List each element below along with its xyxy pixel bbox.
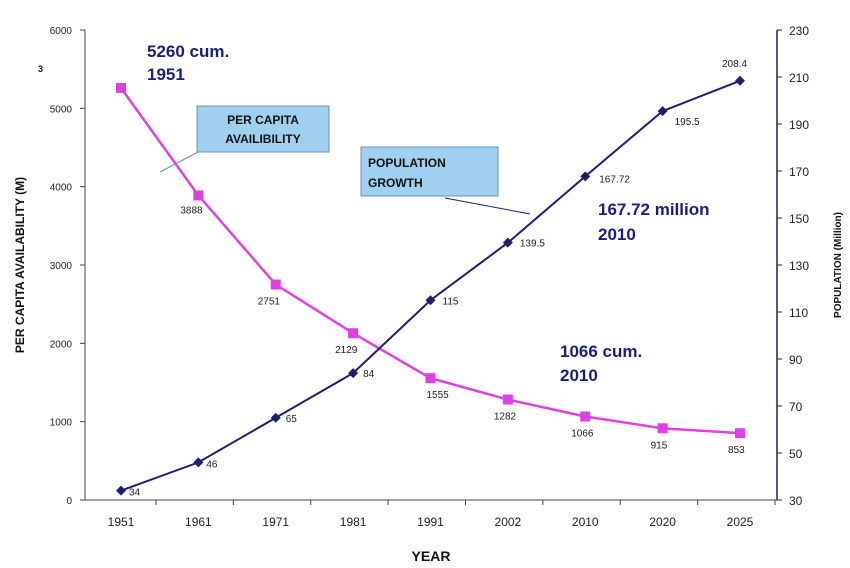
- left-tick-label: 2000: [50, 339, 73, 350]
- population-data-label: 167.72: [599, 174, 630, 185]
- per-capita-data-label: 853: [728, 445, 745, 456]
- per-capita-data-label: 3888: [180, 205, 203, 216]
- right-axis-title: POPULATION (Million): [833, 212, 844, 318]
- per-capita-point: [735, 428, 745, 439]
- left-axis-title-group: PER CAPITA AVAILABILITY (M): [13, 177, 27, 353]
- per-capita-callout-box: [196, 105, 330, 153]
- annotation-availability-2010: 1066 cum. 2010: [560, 342, 642, 385]
- per-capita-point: [502, 394, 513, 405]
- population-point: [348, 368, 359, 379]
- per-capita-point: [270, 279, 281, 290]
- right-tick-label: 50: [789, 447, 803, 461]
- right-tick-label: 170: [789, 165, 809, 179]
- per-capita-data-label: 1282: [494, 412, 517, 423]
- population-data-label: 65: [286, 414, 298, 425]
- annotation-1951: 5260 cum. 1951: [147, 42, 229, 84]
- right-axis-title-group: POPULATION (Million): [833, 212, 844, 318]
- population-point: [580, 171, 591, 182]
- population-point: [270, 412, 281, 423]
- per-capita-point: [425, 373, 436, 384]
- left-axis-ticks: 0 1000 2000 3000 4000 5000 6000: [50, 26, 85, 507]
- right-tick-label: 190: [789, 118, 809, 132]
- population-point: [502, 237, 513, 248]
- population-data-label: 139.5: [520, 239, 545, 250]
- population-callout-line2: GROWTH: [368, 176, 423, 190]
- series-layer: [116, 75, 745, 496]
- per-capita-callout-line2: AVAILIBILITY: [225, 132, 301, 146]
- x-tick-label: 1961: [185, 515, 212, 529]
- population-point: [735, 75, 745, 86]
- x-axis-ticks: 1951 1961 1971 1981 1991 2002 2010 2020 2025: [108, 500, 776, 529]
- right-tick-label: 230: [789, 24, 809, 38]
- per-capita-callout: PER CAPITA AVAILIBILITY: [159, 105, 330, 173]
- population-data-label: 208.4: [722, 59, 747, 70]
- annotation-population-2010: 167.72 million 2010: [598, 200, 710, 244]
- x-tick-label: 1971: [262, 515, 289, 529]
- annotation-population-2010-line1: 167.72 million: [598, 200, 710, 219]
- right-tick-label: 130: [789, 259, 809, 273]
- left-axis-title: PER CAPITA AVAILABILITY (M): [13, 177, 27, 353]
- per-capita-point: [193, 190, 204, 201]
- population-point: [116, 485, 126, 496]
- annotation-population-2010-line2: 2010: [598, 225, 636, 244]
- population-point: [425, 295, 436, 306]
- x-tick-label: 1951: [108, 515, 135, 529]
- right-tick-label: 70: [789, 400, 803, 414]
- per-capita-callout-leader: [159, 151, 199, 173]
- right-tick-label: 150: [789, 212, 809, 226]
- annotation-availability-2010-line2: 2010: [560, 366, 598, 385]
- right-tick-label: 90: [789, 353, 803, 367]
- x-tick-label: 2010: [572, 515, 599, 529]
- per-capita-point: [580, 411, 591, 422]
- annotation-1951-line1: 5260 cum.: [147, 42, 229, 61]
- x-tick-label: 2020: [649, 515, 676, 529]
- per-capita-callout-line1: PER CAPITA: [227, 113, 299, 127]
- x-axis-title: YEAR: [412, 548, 451, 564]
- per-capita-data-label: 2129: [335, 345, 358, 356]
- population-callout-leader: [444, 197, 531, 215]
- per-capita-data-label: 2751: [258, 297, 281, 308]
- per-capita-data-label: 1066: [571, 428, 594, 439]
- population-callout-line1: POPULATION: [368, 156, 446, 170]
- left-tick-label: 0: [66, 496, 72, 507]
- population-data-label: 195.5: [675, 117, 700, 128]
- left-tick-label: 6000: [50, 26, 73, 37]
- per-capita-data-label: 915: [651, 440, 668, 451]
- left-tick-label: 5000: [50, 104, 73, 115]
- population-callout: POPULATION GROWTH: [360, 146, 531, 215]
- per-capita-point: [116, 82, 126, 93]
- right-tick-label: 210: [789, 71, 809, 85]
- left-axis-title-superscript: 3: [38, 64, 43, 74]
- annotation-1951-line2: 1951: [147, 65, 185, 84]
- left-tick-label: 3000: [50, 261, 73, 272]
- left-tick-label: 1000: [50, 418, 73, 429]
- right-axis-ticks: 30 50 70 90 110 130 150 170 190 210 230: [777, 24, 809, 508]
- x-tick-label: 1981: [340, 515, 367, 529]
- population-data-label: 34: [129, 488, 141, 499]
- per-capita-point: [657, 423, 668, 434]
- right-tick-label: 30: [789, 494, 803, 508]
- x-tick-label: 1991: [417, 515, 444, 529]
- x-tick-label: 2025: [727, 515, 754, 529]
- population-data-label: 84: [363, 369, 375, 380]
- population-data-label: 115: [443, 296, 459, 307]
- population-point: [193, 457, 204, 468]
- right-tick-label: 110: [789, 306, 808, 320]
- population-point: [657, 106, 668, 117]
- per-capita-point: [348, 328, 359, 339]
- data-labels: 3888 2751 2129 1555 1282 1066 915 853 34 46 65 84 11…: [129, 59, 747, 499]
- x-tick-label: 2002: [495, 515, 522, 529]
- population-callout-box: [360, 146, 499, 197]
- per-capita-data-label: 1555: [427, 390, 450, 401]
- left-tick-label: 4000: [50, 183, 73, 194]
- annotation-availability-2010-line1: 1066 cum.: [560, 342, 642, 361]
- population-data-label: 46: [206, 459, 218, 470]
